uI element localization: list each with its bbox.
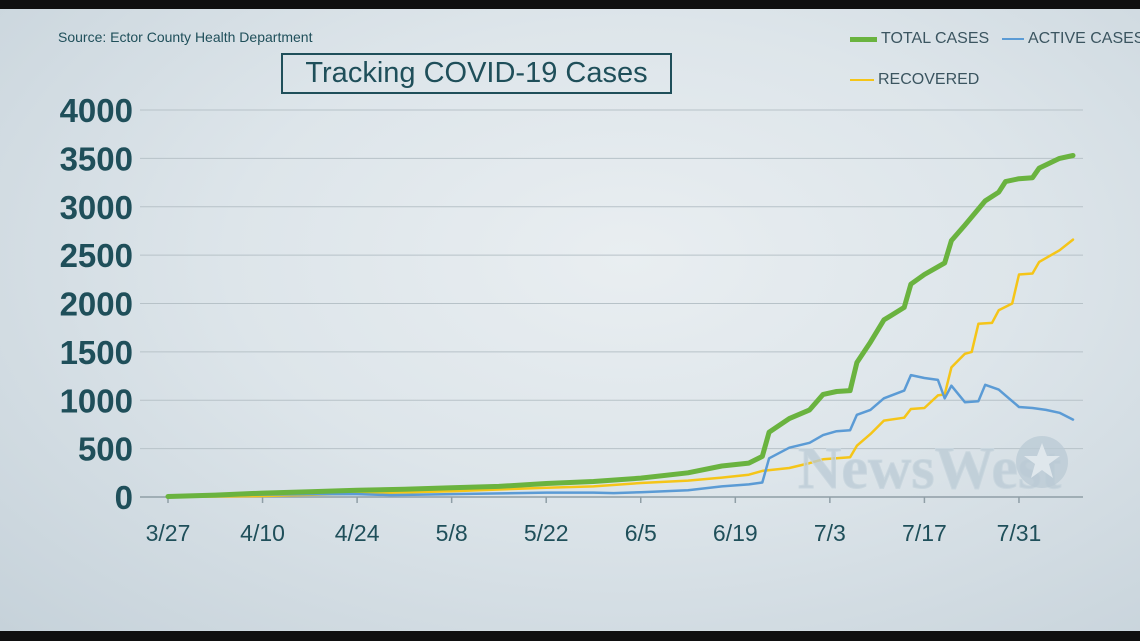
top-letterbox xyxy=(0,0,1140,9)
legend-swatch-recovered xyxy=(850,79,874,81)
chart-title-box: Tracking COVID-19 Cases xyxy=(281,53,672,94)
legend-label-recovered: RECOVERED xyxy=(878,71,980,88)
series-active-cases-line xyxy=(166,373,1075,498)
legend-swatch-total xyxy=(850,36,877,42)
y-tick-label: 3500 xyxy=(60,140,133,177)
y-tick-label: 2000 xyxy=(60,286,133,323)
y-tick-label: 500 xyxy=(78,431,133,468)
chart-title: Tracking COVID-19 Cases xyxy=(305,57,648,89)
y-tick-label: 3000 xyxy=(60,189,133,226)
legend-total-cases: TOTAL CASES xyxy=(850,30,989,48)
y-tick-label: 2500 xyxy=(60,237,133,274)
y-tick-label: 1000 xyxy=(60,382,133,419)
y-tick-label: 1500 xyxy=(60,334,133,371)
watermark-text: NewsWest xyxy=(798,435,1061,498)
x-tick-label: 5/22 xyxy=(524,520,569,546)
legend-swatch-active xyxy=(1002,38,1024,40)
star-icon xyxy=(1016,436,1068,488)
x-tick-label: 5/8 xyxy=(436,520,468,546)
newswest-logo: NewsWest xyxy=(798,435,1068,498)
x-tick-label: 7/31 xyxy=(997,520,1042,546)
x-tick-label: 4/24 xyxy=(335,520,380,546)
x-tick-label: 6/5 xyxy=(625,520,657,546)
chart-panel xyxy=(0,9,1140,631)
legend-label-total: TOTAL CASES xyxy=(881,30,990,47)
x-tick-label: 3/27 xyxy=(146,520,191,546)
x-tick-label: 7/3 xyxy=(814,520,846,546)
x-tick-label: 6/19 xyxy=(713,520,758,546)
series-total-cases-line xyxy=(165,153,1076,499)
y-tick-label: 0 xyxy=(115,479,133,516)
legend-recovered: RECOVERED xyxy=(850,71,979,89)
bottom-letterbox xyxy=(0,631,1140,641)
x-tick-label: 4/10 xyxy=(240,520,285,546)
x-tick-label: 7/17 xyxy=(902,520,947,546)
legend-active-cases: ACTIVE CASES xyxy=(1002,30,1140,48)
series-recovered-line xyxy=(166,238,1075,499)
source-text: Source: Ector County Health Department xyxy=(58,29,313,45)
legend-label-active: ACTIVE CASES xyxy=(1028,30,1140,47)
y-tick-label: 4000 xyxy=(60,92,133,129)
